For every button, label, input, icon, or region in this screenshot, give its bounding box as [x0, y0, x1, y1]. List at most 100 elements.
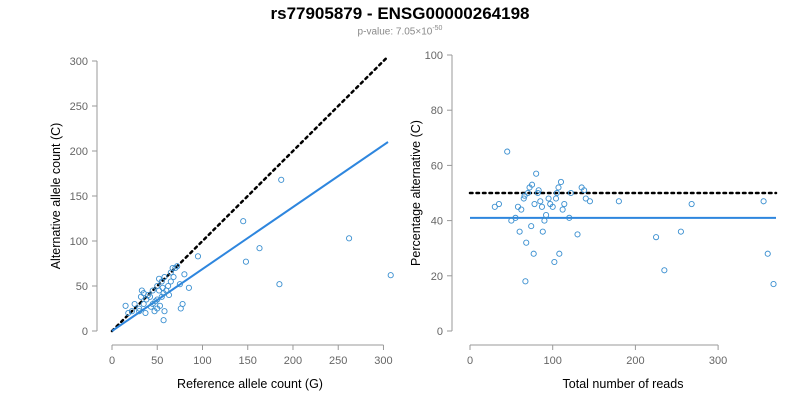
x-tick-label: 50	[151, 355, 163, 367]
data-point	[533, 170, 540, 177]
data-point	[574, 231, 581, 238]
y-tick-label: 150	[70, 191, 88, 203]
data-point	[156, 302, 164, 309]
x-tick-label: 300	[709, 355, 727, 367]
data-point	[524, 189, 531, 197]
data-point	[158, 278, 165, 285]
data-point	[551, 258, 558, 266]
data-point	[581, 187, 588, 194]
fit-line	[111, 141, 389, 332]
data-point	[586, 198, 593, 205]
data-point	[538, 203, 546, 210]
data-point	[278, 176, 285, 183]
reference-line	[110, 55, 390, 333]
data-point	[122, 302, 129, 309]
data-point	[128, 308, 135, 315]
y-tick-label: 0	[82, 326, 88, 338]
y-tick-label: 250	[70, 101, 88, 113]
data-point	[615, 198, 622, 205]
data-point	[555, 184, 562, 191]
x-axis-title: Total number of reads	[563, 377, 684, 391]
data-point	[346, 235, 353, 242]
y-axis-title: Percentage alternative (C)	[409, 120, 423, 266]
data-point	[530, 250, 537, 257]
data-point	[137, 293, 145, 300]
data-point	[559, 206, 566, 213]
data-point	[136, 305, 143, 312]
data-point	[512, 214, 519, 221]
data-point	[518, 206, 525, 213]
data-point	[159, 284, 166, 291]
data-point	[165, 291, 173, 299]
data-point	[131, 300, 138, 308]
data-point	[154, 296, 161, 303]
chart-title: rs77905879 - ENSG00000264198	[270, 4, 530, 23]
data-point	[142, 309, 149, 317]
data-point	[528, 223, 535, 230]
data-point	[514, 203, 522, 210]
x-tick-label: 200	[626, 355, 644, 367]
data-point	[194, 253, 202, 260]
data-point	[677, 228, 684, 235]
data-point	[535, 187, 542, 194]
data-point	[136, 308, 143, 315]
data-point	[240, 218, 247, 225]
data-point	[179, 300, 186, 308]
data-point	[161, 273, 168, 281]
y-tick-label: 60	[431, 160, 443, 172]
data-point	[534, 189, 541, 197]
data-point	[495, 200, 502, 208]
data-point	[185, 284, 192, 291]
data-point	[181, 271, 188, 278]
y-tick-label: 100	[70, 236, 88, 248]
x-tick-label: 300	[374, 355, 392, 367]
data-point	[561, 200, 568, 208]
x-tick-label: 100	[193, 355, 211, 367]
data-point	[764, 250, 771, 257]
data-point	[145, 291, 152, 299]
data-point	[543, 212, 550, 219]
data-point	[516, 228, 523, 235]
y-tick-label: 300	[70, 56, 88, 68]
y-tick-label: 80	[431, 105, 443, 117]
data-point	[549, 203, 556, 210]
data-point	[553, 189, 560, 197]
data-point	[552, 195, 560, 202]
y-tick-label: 20	[431, 271, 443, 283]
data-point	[567, 189, 574, 197]
data-point	[504, 148, 511, 155]
data-point	[688, 200, 695, 208]
data-point	[566, 214, 573, 221]
data-point	[523, 239, 530, 246]
data-point	[539, 228, 546, 235]
data-point	[387, 272, 394, 279]
data-point	[174, 263, 181, 270]
data-point	[149, 287, 156, 294]
x-tick-label: 0	[467, 355, 473, 367]
p-value-exponent: -50	[432, 25, 443, 32]
y-tick-label: 50	[76, 281, 88, 293]
p-value-text: p-value: 7.05×10	[357, 26, 433, 38]
left-scatter-panel: 0 50 100 150 200 250 300 0 50 100 150 200 250 300 Refe…	[49, 55, 394, 391]
data-point	[276, 281, 283, 288]
x-tick-label: 150	[239, 355, 257, 367]
data-point	[160, 317, 167, 324]
data-point	[537, 198, 544, 205]
data-point	[256, 245, 263, 252]
data-point	[582, 195, 589, 202]
data-point	[125, 309, 132, 317]
data-point	[140, 300, 147, 308]
y-tick-label: 200	[70, 146, 88, 158]
x-tick-label: 0	[109, 355, 115, 367]
data-point	[760, 198, 767, 205]
data-point	[545, 195, 552, 202]
data-point	[661, 267, 668, 274]
data-point	[158, 293, 165, 300]
data-point	[170, 273, 177, 281]
x-tick-label: 250	[329, 355, 347, 367]
data-point	[165, 282, 172, 290]
y-tick-label: 40	[431, 216, 443, 228]
x-axis-title: Reference allele count (G)	[177, 377, 323, 391]
